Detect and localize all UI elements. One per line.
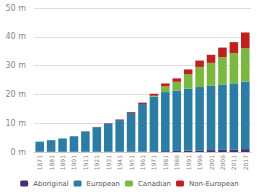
svg-text:1951: 1951 bbox=[128, 155, 135, 170]
svg-text:1891: 1891 bbox=[59, 155, 66, 170]
svg-text:1986: 1986 bbox=[173, 155, 180, 170]
svg-text:1991: 1991 bbox=[185, 155, 192, 170]
svg-text:10 m: 10 m bbox=[5, 119, 26, 128]
svg-text:50 m: 50 m bbox=[5, 4, 26, 13]
svg-text:30 m: 30 m bbox=[5, 61, 26, 70]
svg-text:2001: 2001 bbox=[208, 155, 215, 170]
svg-text:1911: 1911 bbox=[82, 155, 89, 170]
svg-text:Canadian: Canadian bbox=[138, 180, 171, 188]
svg-text:2017: 2017 bbox=[242, 155, 249, 170]
svg-text:40 m: 40 m bbox=[5, 32, 26, 41]
svg-text:2011: 2011 bbox=[230, 155, 237, 170]
svg-text:European: European bbox=[87, 180, 120, 188]
svg-text:1931: 1931 bbox=[105, 155, 112, 170]
svg-text:1961: 1961 bbox=[139, 155, 146, 170]
svg-text:2006: 2006 bbox=[219, 155, 226, 170]
svg-text:1996: 1996 bbox=[196, 155, 203, 170]
svg-text:0 m: 0 m bbox=[11, 148, 27, 157]
svg-text:Non-European: Non-European bbox=[189, 180, 239, 188]
svg-text:Aboriginal: Aboriginal bbox=[33, 180, 68, 188]
svg-text:1971: 1971 bbox=[150, 155, 157, 170]
svg-text:1941: 1941 bbox=[116, 155, 123, 170]
svg-text:1881: 1881 bbox=[48, 155, 55, 170]
svg-text:20 m: 20 m bbox=[5, 90, 26, 99]
svg-text:1981: 1981 bbox=[162, 155, 169, 170]
svg-text:1901: 1901 bbox=[70, 155, 77, 170]
svg-text:1921: 1921 bbox=[93, 155, 100, 170]
svg-text:1871: 1871 bbox=[36, 155, 43, 170]
